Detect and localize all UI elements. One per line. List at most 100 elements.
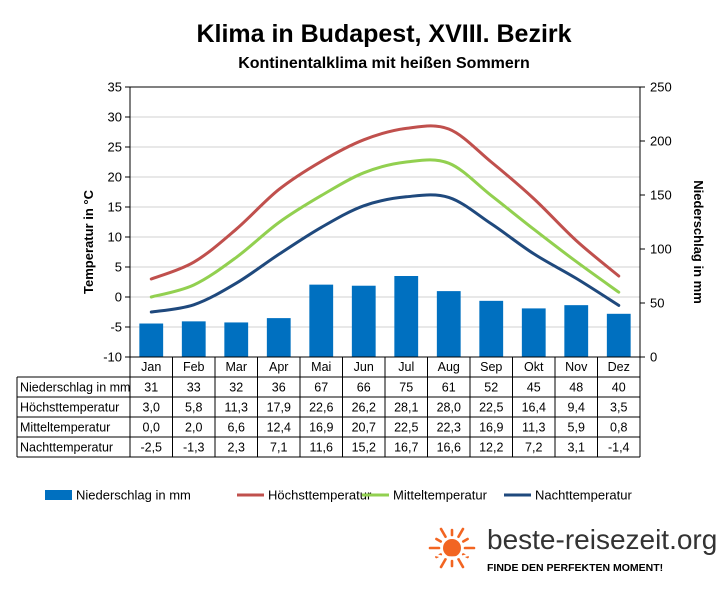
table-cell: 16,4	[522, 401, 546, 415]
chart-subtitle: Kontinentalklima mit heißen Sommern	[238, 55, 530, 72]
table-cell: 61	[442, 381, 456, 395]
y-tick-label: 5	[115, 260, 122, 275]
table-cell: 0,8	[610, 421, 627, 435]
legend-item: Höchsttemperatur	[237, 488, 372, 503]
x-tick-label: Mar	[225, 360, 247, 374]
legend-item: Niederschlag in mm	[45, 488, 191, 503]
table-cell: 48	[569, 381, 583, 395]
line-h-chsttemperatur	[149, 124, 621, 281]
table-cell: 2,3	[228, 441, 245, 455]
legend-label: Nachttemperatur	[535, 488, 632, 503]
table-cell: 16,9	[479, 421, 503, 435]
y-tick-label: 15	[108, 200, 122, 215]
table-cell: 26,2	[352, 401, 376, 415]
x-tick-label: Jun	[354, 360, 374, 374]
precipitation-bar	[266, 318, 291, 357]
sun-icon	[428, 527, 476, 569]
x-tick-label: Okt	[524, 360, 544, 374]
x-tick-label: Jul	[398, 360, 414, 374]
precipitation-bar	[351, 285, 376, 357]
table-cell: -2,5	[140, 441, 162, 455]
legend-swatch	[45, 490, 72, 500]
legend-label: Höchsttemperatur	[268, 488, 372, 503]
precipitation-bar	[479, 300, 504, 357]
line-mitteltemperatur	[149, 158, 621, 299]
table-cell: 7,1	[270, 441, 287, 455]
table-cell: 11,3	[522, 421, 545, 435]
line-nachttemperatur	[149, 193, 621, 314]
y2-tick-label: 150	[650, 188, 672, 203]
precipitation-bar	[564, 305, 589, 357]
brand-name: beste-reisezeit.org	[487, 524, 717, 555]
brand-logo: beste-reisezeit.org FINDE DEN PERFEKTEN …	[428, 524, 717, 574]
table-cell: 0,0	[143, 421, 160, 435]
x-tick-label: Jan	[141, 360, 161, 374]
table-cell: 22,6	[309, 401, 333, 415]
y2-tick-label: 250	[650, 80, 672, 95]
x-tick-label: Apr	[269, 360, 288, 374]
table-cell: 40	[612, 381, 626, 395]
table-cell: 2,0	[185, 421, 202, 435]
legend-label: Niederschlag in mm	[76, 488, 191, 503]
table-cell: 3,0	[143, 401, 160, 415]
table-cell: 5,9	[568, 421, 585, 435]
table-cell: 32	[229, 381, 243, 395]
y-tick-label: 30	[108, 110, 122, 125]
table-cell: 16,6	[437, 441, 461, 455]
table-cell: 17,9	[267, 401, 291, 415]
table-cell: 28,1	[394, 401, 418, 415]
table-cell: -1,4	[608, 441, 630, 455]
x-tick-label: Mai	[311, 360, 331, 374]
table-cell: 36	[272, 381, 286, 395]
table-cell: 11,3	[225, 401, 248, 415]
table-cell: 5,8	[185, 401, 202, 415]
precipitation-bar	[394, 276, 419, 357]
y-tick-label: 25	[108, 140, 122, 155]
temperature-lines	[149, 124, 621, 314]
x-tick-label: Dez	[608, 360, 630, 374]
table-cell: 75	[399, 381, 413, 395]
x-tick-label: Aug	[438, 360, 460, 374]
table-cell: 9,4	[568, 401, 585, 415]
table-row-label: Höchsttemperatur	[20, 401, 119, 415]
precipitation-bar	[224, 322, 249, 357]
y-tick-label: -5	[110, 320, 122, 335]
precipitation-bar	[606, 313, 631, 357]
table-row: Höchsttemperatur 3,0 5,8 11,3 17,9 22,6 26,2 28…	[20, 401, 627, 415]
table-cell: 31	[144, 381, 158, 395]
y-axis-left-label: Temperatur in °C	[81, 189, 96, 294]
precipitation-bar	[521, 308, 546, 357]
table-cell: 6,6	[228, 421, 245, 435]
legend-label: Mitteltemperatur	[393, 488, 488, 503]
table-cell: 33	[187, 381, 201, 395]
y2-tick-label: 100	[650, 242, 672, 257]
legend-item: Mitteltemperatur	[362, 488, 488, 503]
x-tick-label: Sep	[480, 360, 502, 374]
precipitation-bar	[181, 321, 206, 357]
y-axis-right-ticks: 250 200 150 100 50 0	[640, 80, 672, 365]
table-cell: 3,1	[568, 441, 585, 455]
table-row: Mitteltemperatur 0,0 2,0 6,6 12,4 16,9 20,7 22,…	[20, 421, 627, 435]
y-tick-label: -10	[103, 350, 122, 365]
table-row-label: Mitteltemperatur	[20, 421, 110, 435]
table-cell: 7,2	[525, 441, 542, 455]
y-tick-label: 20	[108, 170, 122, 185]
y-axis-left-ticks: 35 30 25 20 15 10 5 0 -5 -10	[103, 80, 130, 365]
table-cell: 22,3	[437, 421, 461, 435]
table-row: Niederschlag in mm 31 33 32 36 67 66 75 61 52 45 48…	[20, 381, 626, 395]
table-cell: 22,5	[394, 421, 418, 435]
table-row: Nachttemperatur -2,5 -1,3 2,3 7,1 11,6 15,2 16,…	[20, 441, 630, 455]
y2-tick-label: 200	[650, 134, 672, 149]
x-tick-label: Feb	[183, 360, 205, 374]
table-cell: 16,9	[309, 421, 333, 435]
table-cell: 66	[357, 381, 371, 395]
table-cell: 28,0	[437, 401, 461, 415]
table-cell: 20,7	[352, 421, 376, 435]
table-cell: 12,2	[479, 441, 503, 455]
table-cell: 67	[314, 381, 328, 395]
precipitation-bar	[309, 284, 334, 357]
table-row-label: Nachttemperatur	[20, 441, 113, 455]
table-header-row: Jan Feb Mar Apr Mai Jun Jul Aug Sep Okt Nov Dez	[141, 360, 630, 374]
table-row-label: Niederschlag in mm	[20, 381, 130, 395]
